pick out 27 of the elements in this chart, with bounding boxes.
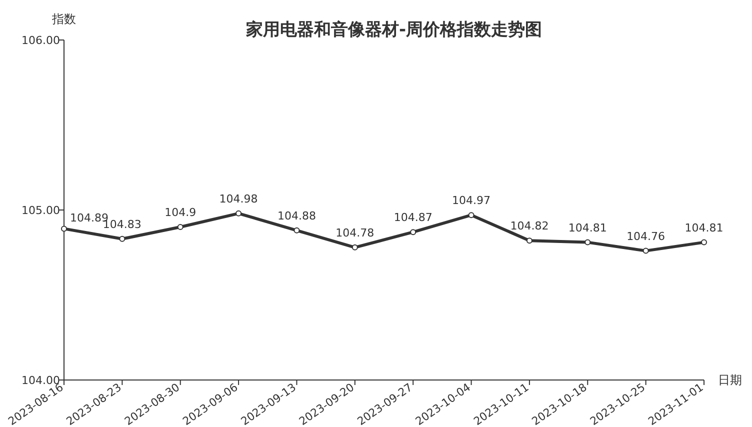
data-label: 104.78 xyxy=(336,226,374,240)
point xyxy=(352,244,358,250)
data-label: 104.88 xyxy=(277,209,316,222)
y-tick-label: 106.00 xyxy=(22,34,60,47)
point xyxy=(177,224,184,230)
data-label: 104.81 xyxy=(684,221,724,234)
data-label: 104.9 xyxy=(164,206,196,219)
data-label: 104.97 xyxy=(452,194,491,208)
data-label: 104.81 xyxy=(568,221,607,234)
point xyxy=(119,236,126,242)
point xyxy=(526,238,532,244)
data-label: 104.82 xyxy=(510,220,549,233)
point xyxy=(236,210,242,216)
y-axis-title: 指数 xyxy=(51,12,76,26)
point xyxy=(61,226,67,232)
x-axis-title: 日期 xyxy=(718,373,742,387)
point xyxy=(642,248,649,254)
point xyxy=(701,239,707,246)
chart-title: 家用电器和音像器材-周价格指数走势图 xyxy=(244,20,542,40)
data-label: 104.98 xyxy=(219,192,258,206)
data-label: 104.87 xyxy=(394,211,432,224)
point xyxy=(468,212,474,218)
point xyxy=(584,239,591,246)
y-tick-label: 105.00 xyxy=(22,204,60,217)
data-label: 104.76 xyxy=(626,230,666,243)
point xyxy=(294,227,300,234)
point xyxy=(410,229,416,236)
